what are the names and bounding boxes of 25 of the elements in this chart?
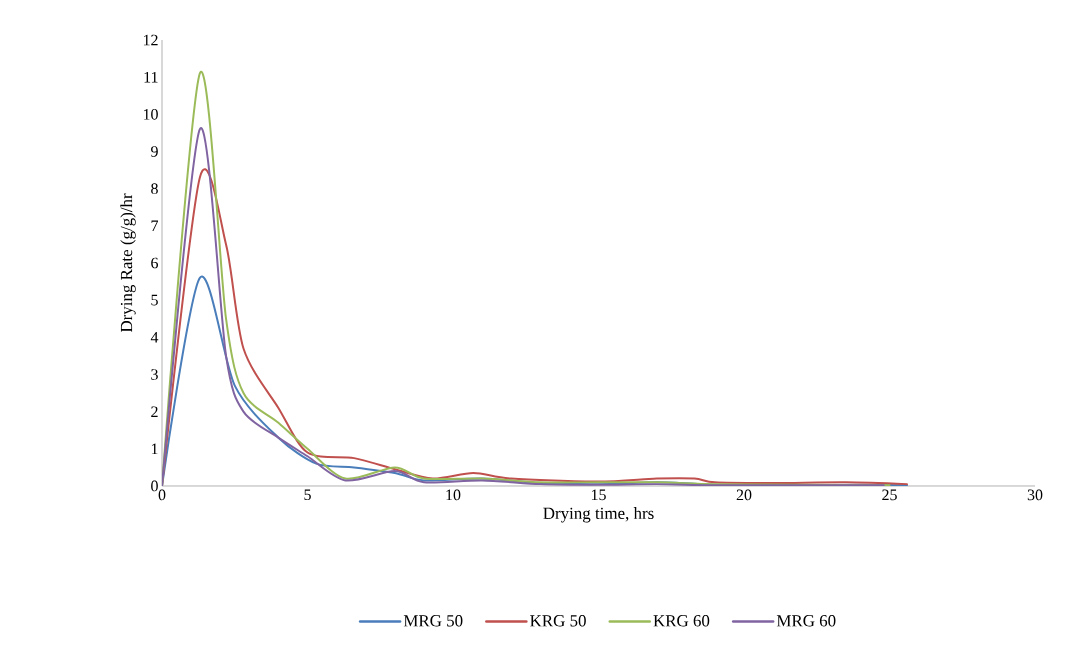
y-tick-label: 5	[151, 294, 158, 306]
legend-label: KRG 50	[530, 615, 586, 627]
x-tick-label: 15	[591, 489, 606, 501]
y-tick-label: 10	[143, 108, 158, 120]
legend-label: MRG 50	[403, 615, 463, 627]
x-tick-label: 20	[736, 489, 752, 501]
y-tick-label: 7	[151, 220, 159, 232]
y-tick-label: 9	[151, 146, 158, 157]
y-tick-label: 2	[151, 406, 158, 417]
y-tick-label: 4	[150, 332, 159, 343]
y-tick-label: 8	[151, 183, 158, 195]
y-tick-label: 12	[143, 34, 158, 46]
legend-label: MRG 60	[776, 615, 836, 627]
legend-label: KRG 60	[653, 615, 710, 627]
x-axis-title: Drying time, hrs	[543, 507, 654, 523]
y-tick-label: 3	[151, 369, 158, 380]
y-tick-label: 11	[144, 71, 158, 83]
x-tick-label: 5	[304, 489, 311, 501]
x-tick-label: 25	[882, 489, 897, 501]
y-tick-label: 1	[151, 443, 158, 455]
x-tick-label: 30	[1027, 489, 1043, 501]
y-tick-label: 6	[151, 257, 159, 269]
y-tick-label: 0	[151, 480, 158, 492]
y-axis-title: Drying Rate (g/g)/hr	[120, 193, 136, 333]
x-tick-label: 10	[446, 489, 461, 501]
